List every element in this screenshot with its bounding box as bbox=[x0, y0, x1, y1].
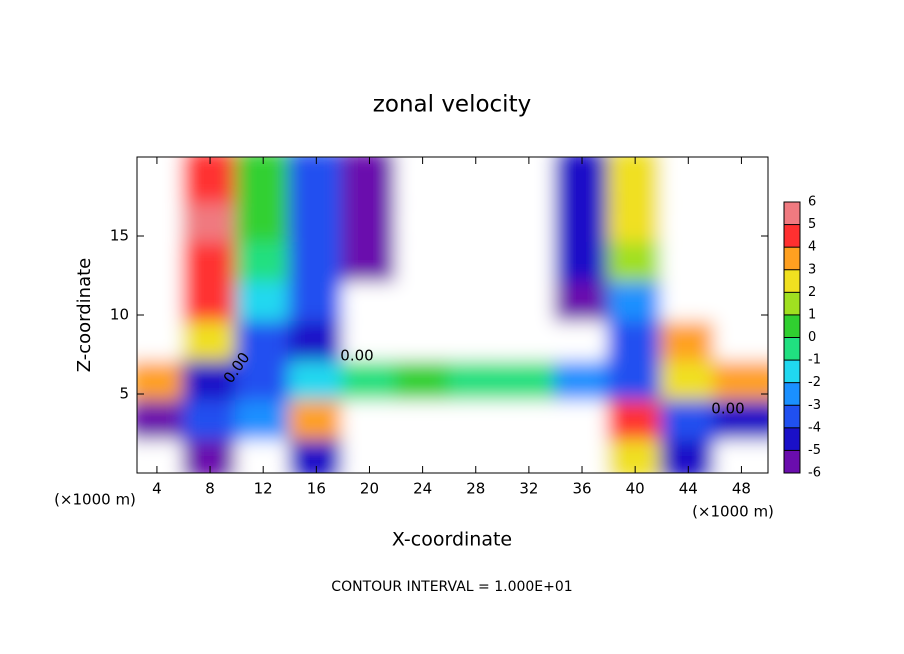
x-tick-label: 40 bbox=[626, 480, 645, 498]
colorbar-bin bbox=[784, 202, 800, 225]
colorbar-label: 3 bbox=[808, 262, 816, 277]
x-tick-label: 44 bbox=[679, 480, 698, 498]
x-axis-label: X-coordinate bbox=[392, 529, 512, 551]
x-tick-label: 28 bbox=[466, 480, 485, 498]
colorbar-label: -4 bbox=[808, 420, 821, 435]
colorbar-bin bbox=[784, 292, 800, 315]
colorbar-label: -1 bbox=[808, 353, 821, 368]
y-tick-label: 5 bbox=[119, 385, 129, 403]
x-unit-label: (×1000 m) bbox=[54, 491, 136, 509]
colorbar-bin bbox=[784, 405, 800, 428]
x-tick-label: 24 bbox=[413, 480, 432, 498]
chart-title: zonal velocity bbox=[373, 92, 531, 118]
field bbox=[137, 157, 768, 473]
colorbar-label: 4 bbox=[808, 240, 816, 255]
colorbar-label: -6 bbox=[808, 466, 821, 481]
x-tick-label: 4 bbox=[152, 480, 162, 498]
colorbar-bin bbox=[784, 269, 800, 293]
x-tick-label: 20 bbox=[360, 480, 379, 498]
colorbar-label: 1 bbox=[808, 307, 816, 322]
x-tick-label: 12 bbox=[254, 480, 273, 498]
x-tick-label: 32 bbox=[519, 480, 538, 498]
colorbar-bin bbox=[784, 382, 800, 406]
colorbar-label: -5 bbox=[808, 443, 821, 458]
y-tick-label: 15 bbox=[110, 227, 129, 245]
x-tick-label: 16 bbox=[307, 480, 326, 498]
y-tick-label: 10 bbox=[110, 306, 129, 324]
colorbar-bin bbox=[784, 450, 800, 473]
x-tick-label: 36 bbox=[572, 480, 591, 498]
colorbar-bin bbox=[784, 360, 800, 383]
field-cell bbox=[713, 157, 768, 203]
x-tick-label: 48 bbox=[732, 480, 751, 498]
contour-label: 0.00 bbox=[711, 400, 744, 418]
colorbar-label: 2 bbox=[808, 285, 816, 300]
colorbar-bin bbox=[784, 337, 800, 361]
colorbar-label: -3 bbox=[808, 398, 821, 413]
footer: CONTOUR INTERVAL = 1.000E+01 bbox=[331, 579, 572, 595]
colorbar-bin bbox=[784, 314, 800, 338]
colorbar-label: 5 bbox=[808, 217, 816, 232]
x-tick-label: 8 bbox=[205, 480, 215, 498]
field-cells bbox=[137, 157, 768, 473]
colorbar-label: -2 bbox=[808, 375, 821, 390]
y-axis-label: Z-coordinate bbox=[74, 258, 95, 373]
colorbar-bin bbox=[784, 427, 800, 451]
colorbar-label: 0 bbox=[808, 330, 816, 345]
contour-label: 0.00 bbox=[340, 347, 373, 365]
colorbar-bin bbox=[784, 247, 800, 270]
colorbar-bin bbox=[784, 224, 800, 248]
x-unit-label: (×1000 m) bbox=[692, 503, 774, 521]
colorbar-label: 6 bbox=[808, 195, 816, 210]
